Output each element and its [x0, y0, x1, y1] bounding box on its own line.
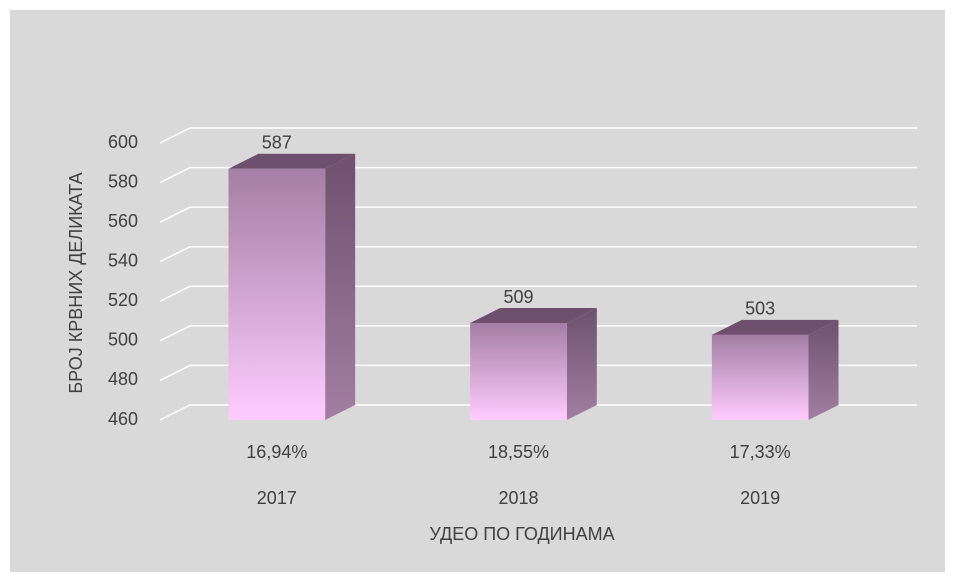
grid-line	[159, 206, 917, 223]
bar-top	[470, 308, 597, 324]
x-tick-label: 2017	[257, 488, 297, 508]
x-tick-share-label: 16,94%	[246, 442, 307, 462]
y-tick-label: 600	[108, 132, 138, 152]
x-tick-label: 2019	[740, 488, 780, 508]
y-tick-label: 460	[108, 409, 138, 429]
bar-top	[228, 153, 356, 169]
bar-top	[711, 319, 839, 335]
grid-line	[159, 364, 917, 382]
grid-line	[159, 127, 917, 144]
chart-area	[10, 10, 945, 572]
x-axis-label: УДЕО ПО ГОДИНАМА	[429, 524, 614, 544]
bar	[470, 323, 567, 420]
value-label: 587	[262, 132, 292, 152]
grid-line	[159, 166, 917, 184]
bar-side	[808, 319, 839, 420]
bar	[711, 334, 809, 420]
grid-line	[159, 325, 917, 342]
bar	[228, 168, 326, 420]
y-tick-label: 500	[108, 330, 138, 350]
y-tick-label: 540	[108, 250, 138, 270]
value-label: 503	[745, 299, 775, 319]
x-tick-share-label: 18,55%	[488, 442, 549, 462]
y-tick-label: 520	[108, 290, 138, 310]
bar-side	[325, 153, 356, 420]
y-axis-label: БРОЈ КРВНИХ ДЕЛИКАТА	[66, 172, 86, 393]
y-tick-label: 580	[108, 171, 138, 191]
y-tick-label: 560	[108, 211, 138, 231]
value-label: 509	[503, 287, 533, 307]
grid-line	[159, 404, 917, 421]
x-tick-label: 2018	[498, 488, 538, 508]
y-tick-label: 480	[108, 369, 138, 389]
grid-line	[159, 245, 917, 263]
x-tick-share-label: 17,33%	[730, 442, 791, 462]
grid-line	[159, 285, 917, 302]
bar-side	[566, 308, 597, 420]
